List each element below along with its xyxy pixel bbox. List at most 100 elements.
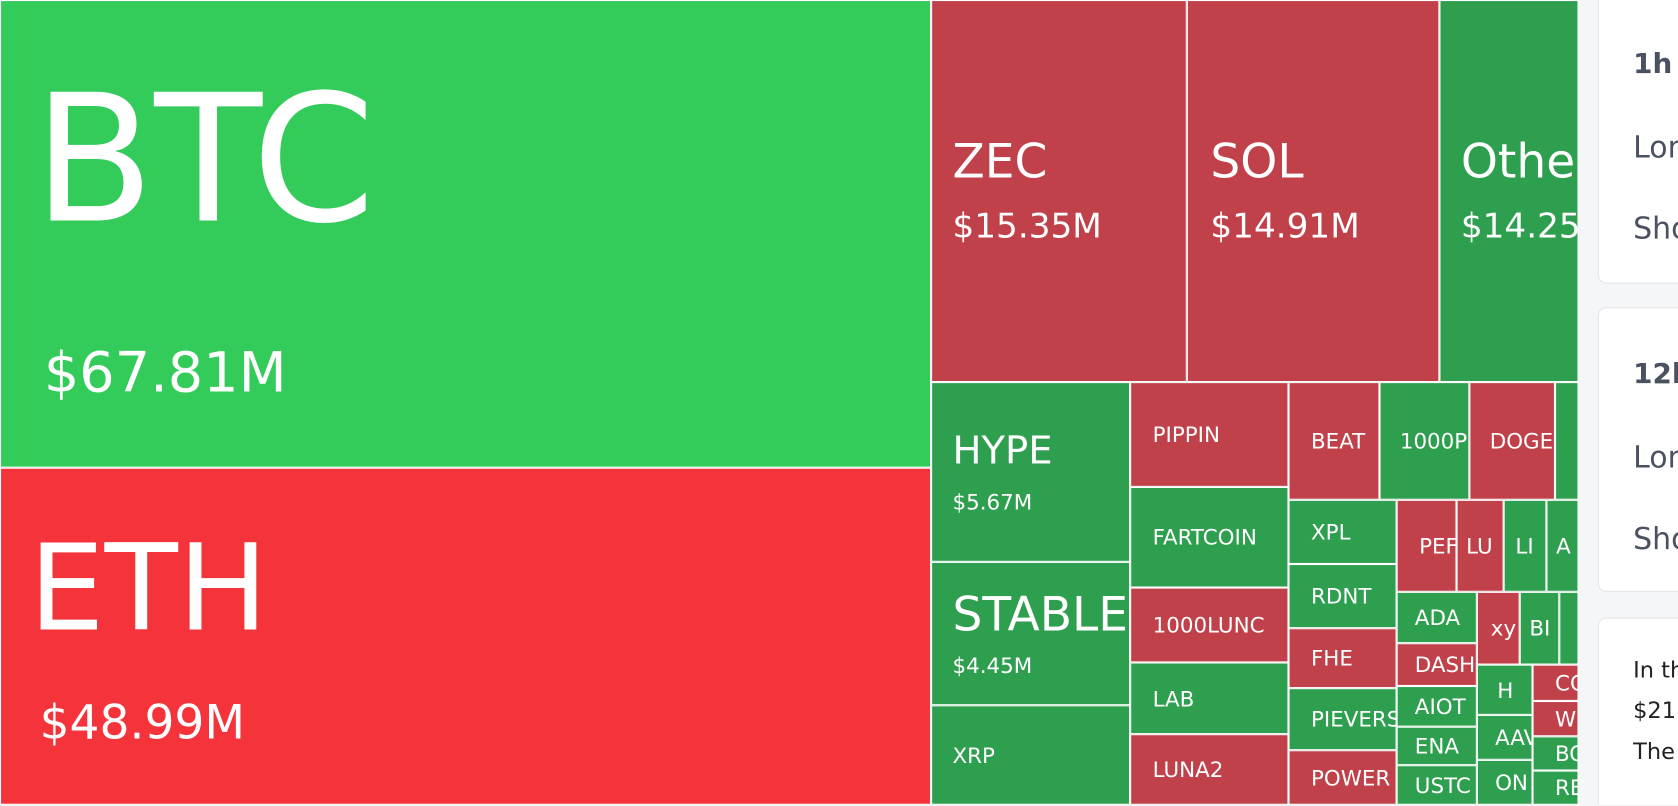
tile-value: $14.91M xyxy=(1210,205,1360,247)
tile-label: FHE xyxy=(1310,645,1353,672)
card-text: Sho xyxy=(1633,521,1678,557)
treemap-tile[interactable] xyxy=(1555,382,1579,500)
treemap-tile[interactable]: WI xyxy=(1532,700,1579,737)
tile-value: $5.67M xyxy=(952,488,1033,515)
treemap-tile[interactable] xyxy=(1559,591,1579,665)
treemap-tile[interactable]: A xyxy=(1546,499,1579,592)
treemap-tile[interactable]: XRP xyxy=(931,705,1131,805)
tile-value: $14.25M xyxy=(1460,205,1579,247)
info-card: 12h Lon Sho xyxy=(1597,307,1678,592)
treemap-tile[interactable]: BI xyxy=(1519,591,1560,665)
tile-label: ADA xyxy=(1414,604,1461,631)
treemap-tile[interactable]: ADA xyxy=(1396,591,1477,644)
treemap-tile[interactable]: USTC xyxy=(1396,765,1477,805)
treemap-tile[interactable]: HYPE $5.67M xyxy=(931,382,1131,562)
tile-label: xy xyxy=(1490,615,1517,642)
tile-label: WI xyxy=(1555,705,1577,732)
treemap-tile[interactable]: STABLE $4.45M xyxy=(931,561,1131,706)
tile-label: LU xyxy=(1466,532,1493,559)
tile-label: XPL xyxy=(1310,519,1351,545)
treemap-tile[interactable]: FHE xyxy=(1288,628,1397,689)
treemap-tile[interactable]: ENA xyxy=(1396,726,1477,766)
tile-label: ZEC xyxy=(952,134,1048,190)
treemap-tile[interactable]: LI xyxy=(1503,499,1547,592)
treemap-tile[interactable]: DASH xyxy=(1396,643,1477,686)
treemap-tile[interactable]: PIPPIN xyxy=(1130,382,1289,487)
card-text: The xyxy=(1633,738,1675,765)
treemap-tile[interactable]: DOGE xyxy=(1469,382,1556,500)
treemap-tile[interactable]: PEF xyxy=(1396,499,1457,592)
info-card: 1h Lon Sho xyxy=(1597,0,1678,284)
treemap-tile[interactable]: LU xyxy=(1456,499,1504,592)
treemap-tile[interactable]: LAB xyxy=(1130,662,1289,735)
treemap-tile[interactable]: FARTCOIN xyxy=(1130,486,1289,588)
tile-label: PIPPIN xyxy=(1152,421,1220,448)
tile-label: A xyxy=(1556,532,1571,559)
treemap-tile[interactable]: ETH $48.99M xyxy=(0,467,932,805)
card-text: Lon xyxy=(1633,440,1678,476)
treemap-tile[interactable]: xy xyxy=(1476,591,1520,665)
tile-label: BI xyxy=(1529,615,1551,642)
tile-label: POWER xyxy=(1310,764,1391,791)
tile-label: LUNA2 xyxy=(1152,756,1224,783)
tile-label: BO xyxy=(1555,740,1577,767)
treemap-tile[interactable]: BEAT xyxy=(1288,382,1380,500)
tile-label: PEF xyxy=(1419,532,1457,559)
card-text: 12h xyxy=(1633,358,1678,392)
side-panel: 1h Lon Sho 12h Lon Sho In th $21 The xyxy=(1578,0,1678,805)
tile-label: XRP xyxy=(952,742,995,768)
tile-label: 1000LUNC xyxy=(1152,612,1265,638)
tile-label: ETH xyxy=(28,518,268,658)
treemap-tile[interactable]: ZEC $15.35M xyxy=(931,0,1187,383)
treemap-tile[interactable]: PIEVERS xyxy=(1288,688,1397,751)
treemap-tile[interactable]: 1000P xyxy=(1379,382,1470,500)
tile-label: H xyxy=(1497,676,1514,703)
treemap-tile[interactable]: CO xyxy=(1532,664,1579,701)
treemap-tile[interactable]: LUNA2 xyxy=(1130,734,1289,805)
tile-value: $15.35M xyxy=(952,205,1102,247)
tile-label: LI xyxy=(1515,532,1534,559)
tile-label: RE xyxy=(1555,774,1577,801)
treemap-tile[interactable]: RDNT xyxy=(1288,563,1397,629)
card-text: 1h xyxy=(1633,48,1673,81)
info-card: In th $21 The xyxy=(1597,617,1678,805)
treemap-tile[interactable]: 1000LUNC xyxy=(1130,587,1289,663)
tile-label: BTC xyxy=(33,56,376,263)
treemap-tile[interactable]: ON xyxy=(1476,759,1533,805)
tile-label: HYPE xyxy=(952,429,1053,474)
tile-label: RDNT xyxy=(1310,583,1372,609)
tile-label: AIOT xyxy=(1414,693,1466,720)
card-text: Sho xyxy=(1633,211,1678,247)
treemap-tile[interactable]: AIOT xyxy=(1396,685,1477,727)
treemap-tile[interactable]: H xyxy=(1476,664,1533,715)
tile-label: ENA xyxy=(1414,733,1459,759)
tile-label: ON xyxy=(1495,769,1528,796)
treemap-tile[interactable]: SOL $14.91M xyxy=(1186,0,1440,383)
treemap-tile[interactable]: RE xyxy=(1532,770,1579,805)
tile-label: LAB xyxy=(1152,685,1195,712)
tile-label: FARTCOIN xyxy=(1152,524,1257,551)
tile-label: BEAT xyxy=(1310,428,1366,454)
tile-label: DOGE xyxy=(1489,428,1554,454)
tile-label: PIEVERS xyxy=(1310,706,1397,733)
tile-label: AAV xyxy=(1495,724,1531,751)
treemap-tile[interactable]: POWER xyxy=(1288,750,1397,805)
card-text: In th xyxy=(1633,657,1678,684)
treemap-tile[interactable]: BTC $67.81M xyxy=(0,0,932,468)
treemap-tile[interactable]: BO xyxy=(1532,736,1579,771)
tile-label: CO xyxy=(1555,669,1577,696)
tile-label: DASH xyxy=(1414,651,1476,678)
treemap-tile[interactable]: XPL xyxy=(1288,499,1397,564)
tile-value: $67.81M xyxy=(43,341,287,406)
treemap-tile[interactable]: AAV xyxy=(1476,714,1533,760)
tile-label: USTC xyxy=(1414,772,1471,798)
tile-value: $48.99M xyxy=(39,695,245,751)
tile-label: Other xyxy=(1460,134,1578,190)
tile-label: SOL xyxy=(1210,134,1304,190)
tile-label: STABLE xyxy=(952,587,1128,642)
treemap-tile[interactable]: Other $14.25M xyxy=(1439,0,1579,383)
tile-value: $4.45M xyxy=(952,653,1033,679)
card-text: Lon xyxy=(1633,129,1678,166)
